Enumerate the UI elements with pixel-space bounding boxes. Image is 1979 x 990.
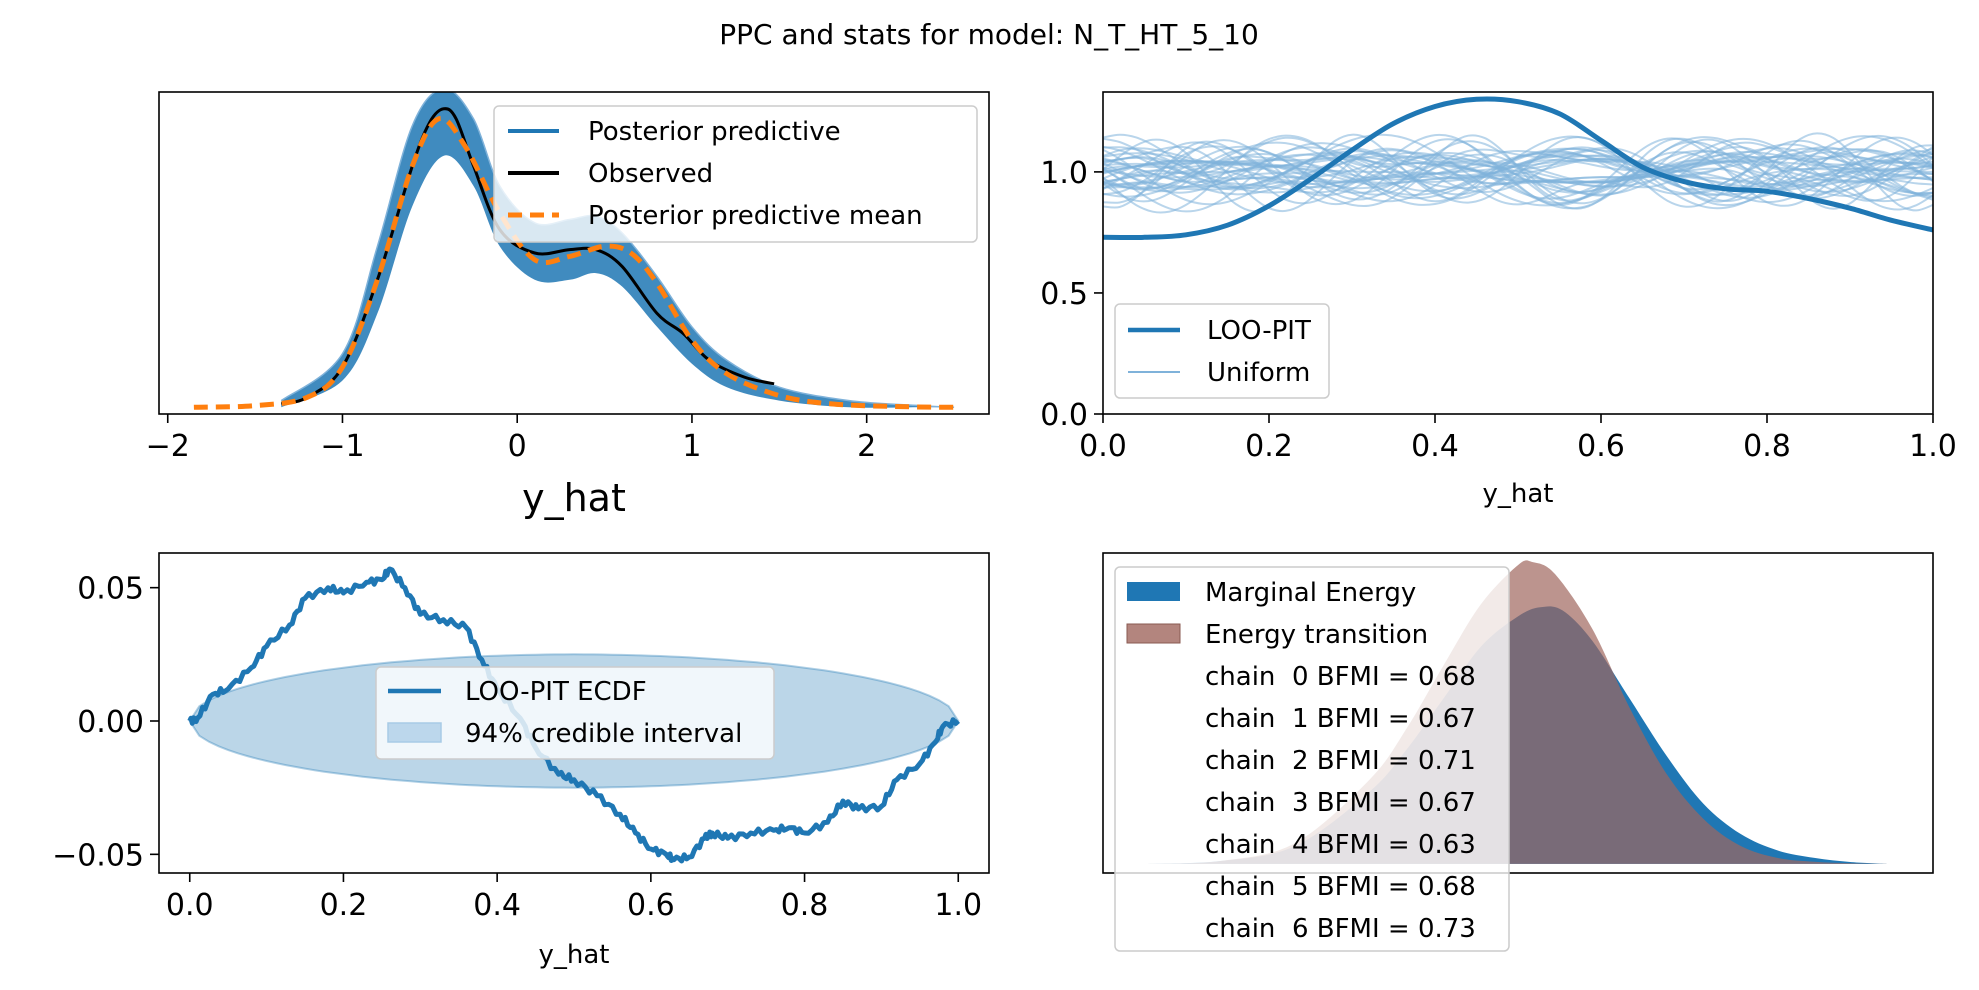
loo-pit-legend: LOO-PIT Uniform	[1114, 303, 1330, 399]
loo-pit-panel: 0.0 0.2 0.4 0.6 0.8 1.0 0.0 0.5 1.0 y_hat LOO-P…	[1040, 91, 1957, 509]
loo-pit-x-tick-label-3: 0.6	[1577, 429, 1625, 464]
bfmi-chain-1: chain 1 BFMI = 0.67	[1205, 704, 1476, 734]
energy-transition-area	[1147, 560, 1889, 864]
ecdf-x-tick-label-5: 1.0	[934, 888, 982, 923]
ecdf-x-tick-label-2: 0.4	[473, 888, 521, 923]
bfmi-chain-4: chain 4 BFMI = 0.63	[1205, 830, 1476, 860]
ecdf-y-ticks: −0.05 0.00 0.05	[52, 572, 159, 873]
energy-panel: Marginal Energy Energy transition chain …	[1102, 552, 1934, 952]
loo-pit-legend-label-uniform: Uniform	[1207, 358, 1310, 388]
bfmi-chain-2: chain 2 BFMI = 0.71	[1205, 746, 1476, 776]
ecdf-legend-swatch-interval	[387, 722, 442, 743]
loo-pit-x-tick-label-1: 0.2	[1245, 429, 1293, 464]
loo-pit-x-tick-label-5: 1.0	[1909, 429, 1957, 464]
ecdf-axes-frame	[158, 552, 990, 874]
energy-legend: Marginal Energy Energy transition chain …	[1114, 566, 1510, 952]
ecdf-y-tick-label-0: −0.05	[52, 838, 144, 873]
ecdf-x-tick-label-1: 0.2	[320, 888, 368, 923]
ppc-legend: Posterior predictive Observed Posterior …	[493, 105, 978, 243]
posterior-predictive-mean-line	[193, 115, 955, 410]
bfmi-chain-6: chain 6 BFMI = 0.73	[1205, 914, 1476, 944]
ecdf-y-tick-label-2: 0.05	[77, 572, 144, 607]
ecdf-x-tick-label-4: 0.8	[781, 888, 829, 923]
ecdf-x-tick-label-0: 0.0	[166, 888, 214, 923]
energy-legend-swatch-transition	[1126, 623, 1181, 644]
uniform-line-23	[1103, 155, 1933, 183]
energy-legend-box	[1114, 566, 1510, 952]
loo-pit-y-tick-label-1: 0.5	[1040, 277, 1088, 312]
loo-pit-y-tick-label-2: 1.0	[1040, 156, 1088, 191]
loo-pit-x-tick-label-4: 0.8	[1743, 429, 1791, 464]
loo-pit-legend-box	[1114, 303, 1330, 399]
loo-pit-line	[1103, 96, 1933, 240]
ppc-x-tick-label-1: −1	[320, 429, 364, 464]
ecdf-legend-box	[375, 666, 775, 760]
ppc-legend-label-observed: Observed	[588, 159, 713, 189]
uniform-line-30	[1103, 145, 1933, 196]
loo-pit-x-tick-label-2: 0.4	[1411, 429, 1459, 464]
ppc-axes-frame	[158, 91, 990, 415]
figure-suptitle: PPC and stats for model: N_T_HT_5_10	[719, 18, 1259, 51]
bfmi-chain-3: chain 3 BFMI = 0.67	[1205, 788, 1476, 818]
ecdf-x-axis-label: y_hat	[539, 940, 610, 970]
posterior-predictive-band	[281, 92, 955, 408]
ppc-x-ticks: −2 −1 0 1 2	[146, 414, 876, 464]
energy-legend-label-marginal: Marginal Energy	[1205, 578, 1416, 608]
energy-legend-label-transition: Energy transition	[1205, 620, 1428, 650]
loo-pit-axes-frame	[1102, 91, 1934, 415]
uniform-line-35	[1103, 133, 1933, 207]
uniform-line-33	[1103, 132, 1933, 213]
ecdf-y-tick-label-1: 0.00	[77, 705, 144, 740]
loo-pit-x-tick-label-0: 0.0	[1079, 429, 1127, 464]
loo-pit-plot	[1103, 96, 1933, 240]
ppc-x-tick-label-3: 1	[682, 429, 701, 464]
ppc-legend-box	[493, 105, 978, 243]
loo-pit-x-ticks: 0.0 0.2 0.4 0.6 0.8 1.0	[1079, 414, 1957, 464]
energy-axes-frame	[1102, 552, 1934, 874]
ecdf-legend: LOO-PIT ECDF 94% credible interval	[375, 666, 775, 760]
ppc-panel: −2 −1 0 1 2 y_hat Posterior predictive Obser…	[146, 91, 990, 520]
ecdf-panel: 0.0 0.2 0.4 0.6 0.8 1.0 −0.05 0.00 0.05 y_hat L…	[52, 552, 990, 970]
loo-pit-x-axis-label: y_hat	[1483, 479, 1554, 509]
loo-pit-ecdf-line	[187, 566, 960, 864]
ppc-x-tick-label-0: −2	[146, 429, 190, 464]
loo-pit-legend-label-loo-pit: LOO-PIT	[1207, 316, 1311, 346]
uniform-line-37	[1103, 133, 1933, 211]
ppc-legend-label-mean: Posterior predictive mean	[588, 201, 923, 231]
ecdf-x-ticks: 0.0 0.2 0.4 0.6 0.8 1.0	[166, 873, 982, 923]
ecdf-legend-label-ecdf: LOO-PIT ECDF	[465, 677, 647, 707]
ppc-x-axis-label: y_hat	[522, 476, 626, 520]
energy-plot	[1147, 560, 1889, 864]
uniform-line-39	[1103, 134, 1933, 210]
ecdf-x-tick-label-3: 0.6	[627, 888, 675, 923]
energy-legend-swatch-marginal	[1127, 582, 1180, 601]
ppc-x-tick-label-2: 0	[508, 429, 527, 464]
uniform-line-32	[1103, 145, 1933, 197]
ppc-legend-label-pp: Posterior predictive	[588, 117, 841, 147]
loo-pit-y-ticks: 0.0 0.5 1.0	[1040, 156, 1103, 433]
bfmi-chain-5: chain 5 BFMI = 0.68	[1205, 872, 1476, 902]
bfmi-chain-0: chain 0 BFMI = 0.68	[1205, 662, 1476, 692]
ecdf-legend-label-interval: 94% credible interval	[465, 719, 742, 749]
loo-pit-y-tick-label-0: 0.0	[1040, 398, 1088, 433]
ppc-x-tick-label-4: 2	[857, 429, 876, 464]
uniform-line-28	[1103, 143, 1933, 200]
